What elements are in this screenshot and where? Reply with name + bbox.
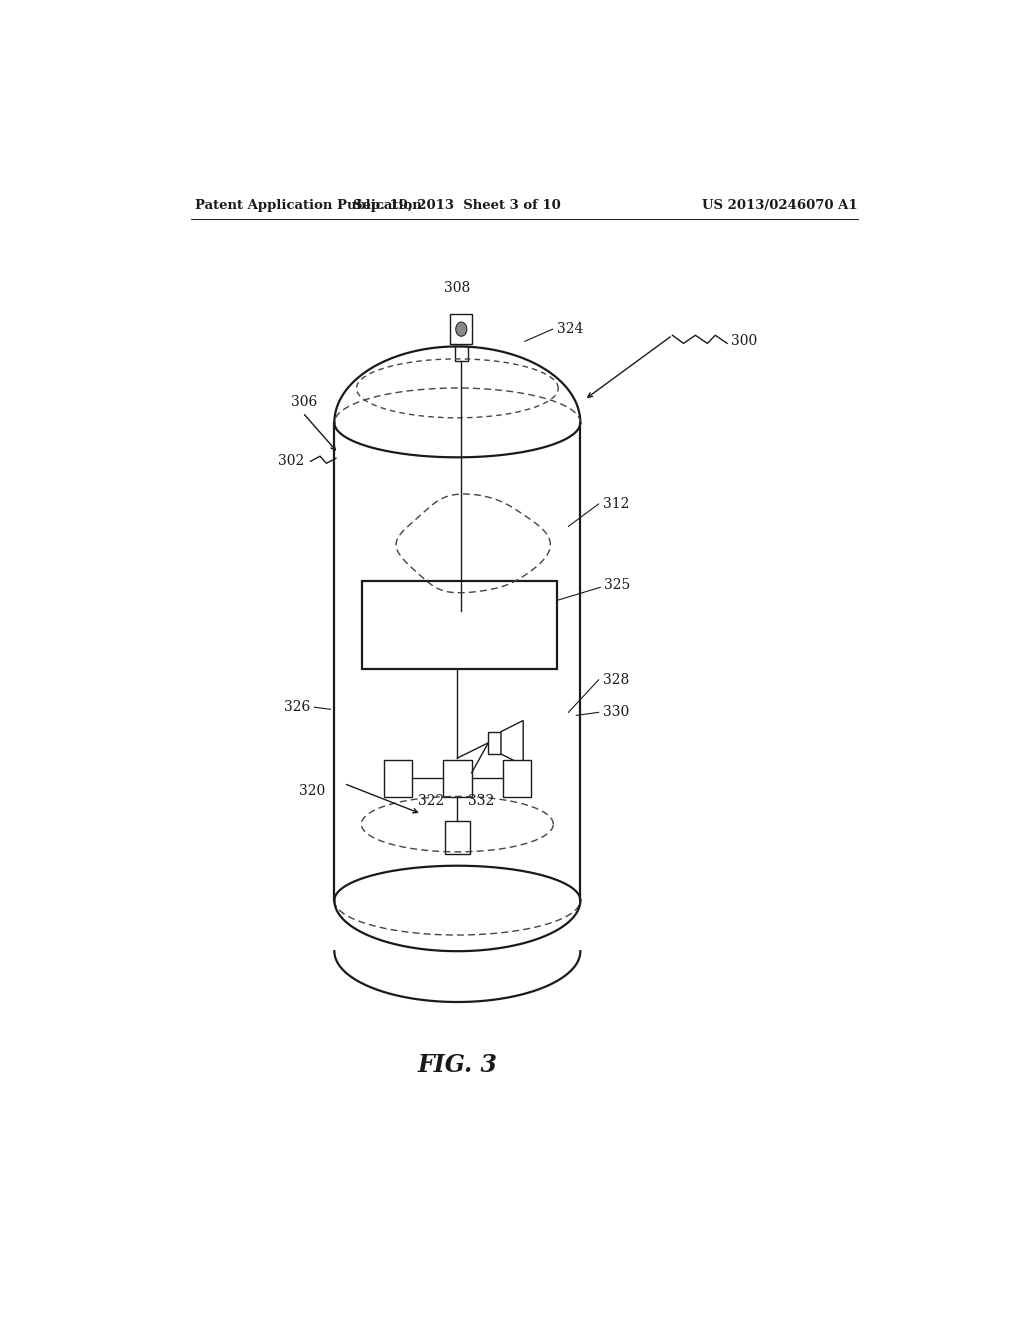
Text: 325: 325 <box>604 578 631 593</box>
Bar <box>362 581 557 669</box>
Text: US 2013/0246070 A1: US 2013/0246070 A1 <box>702 198 858 211</box>
Text: 328: 328 <box>602 673 629 686</box>
Text: 322: 322 <box>418 793 444 808</box>
Text: 330: 330 <box>602 705 629 719</box>
Bar <box>488 731 501 754</box>
Text: 306: 306 <box>291 395 316 409</box>
Bar <box>451 314 472 345</box>
Bar <box>503 760 531 797</box>
Text: 320: 320 <box>299 784 325 797</box>
Text: 326: 326 <box>285 700 310 714</box>
Text: 308: 308 <box>444 281 470 296</box>
Bar <box>443 760 472 797</box>
Bar <box>444 821 470 854</box>
Text: Patent Application Publication: Patent Application Publication <box>196 198 422 211</box>
Bar <box>455 346 468 360</box>
Text: 332: 332 <box>468 793 495 808</box>
Polygon shape <box>501 721 523 766</box>
Text: FIG. 3: FIG. 3 <box>418 1053 498 1077</box>
Text: 302: 302 <box>278 454 304 469</box>
Text: 300: 300 <box>731 334 758 348</box>
Circle shape <box>456 322 467 337</box>
Bar <box>384 760 412 797</box>
Text: 312: 312 <box>602 496 629 511</box>
Text: Sep. 19, 2013  Sheet 3 of 10: Sep. 19, 2013 Sheet 3 of 10 <box>353 198 561 211</box>
Text: 324: 324 <box>557 322 583 337</box>
